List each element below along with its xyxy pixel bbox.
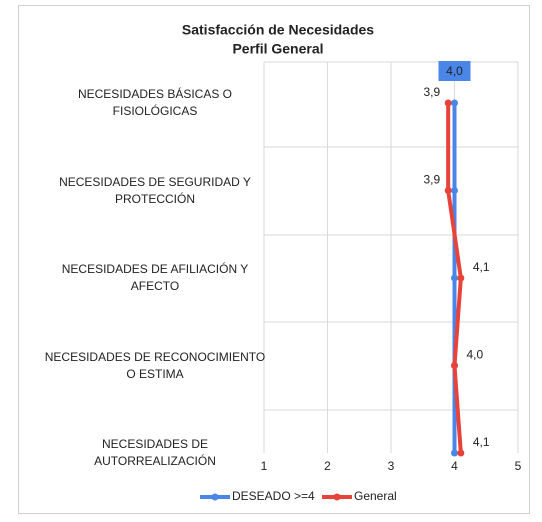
point [451,187,458,194]
point [451,274,458,282]
data-label: 4,0 [467,348,484,362]
x-tick-label: 2 [324,459,331,473]
x-tick-label: 4 [451,459,458,473]
point [444,187,452,194]
x-tick-label: 3 [388,459,395,473]
x-tick-label: 5 [515,459,522,473]
category-label: NECESIDADES BÁSICAS O FISIOLÓGICAS [77,87,233,118]
point [451,449,458,457]
chart-title: Satisfacción de Necesidades [182,22,374,38]
label-box [438,61,471,81]
point [457,274,465,282]
point [444,99,452,107]
point [451,99,458,107]
category-label: NECESIDADES DE AUTORREALIZACIÓN [94,437,216,468]
point [457,449,465,457]
data-label: 4,1 [473,260,490,274]
category-label: NECESIDADES DE SEGURIDAD Y PROTECCIÓN [59,174,251,206]
chart-subtitle: Perfil General [232,41,323,57]
chart-border [18,5,530,514]
data-label: 3,9 [423,85,440,99]
x-tick-label: 1 [261,459,268,473]
legend-label: DESEADO >=4 [232,489,315,503]
legend-dot [333,493,341,501]
legend-dot [211,493,219,501]
category-label: NECESIDADES DE AFILIACIÓN Y AFECTO [61,262,249,293]
point [451,362,458,369]
data-label: 4,1 [473,435,490,449]
data-label: 4,0 [446,64,463,78]
data-label: 3,9 [423,173,440,187]
legend-label: General [354,489,397,503]
category-label: NECESIDADES DE RECONOCIMIENTO O ESTIMA [44,349,266,381]
